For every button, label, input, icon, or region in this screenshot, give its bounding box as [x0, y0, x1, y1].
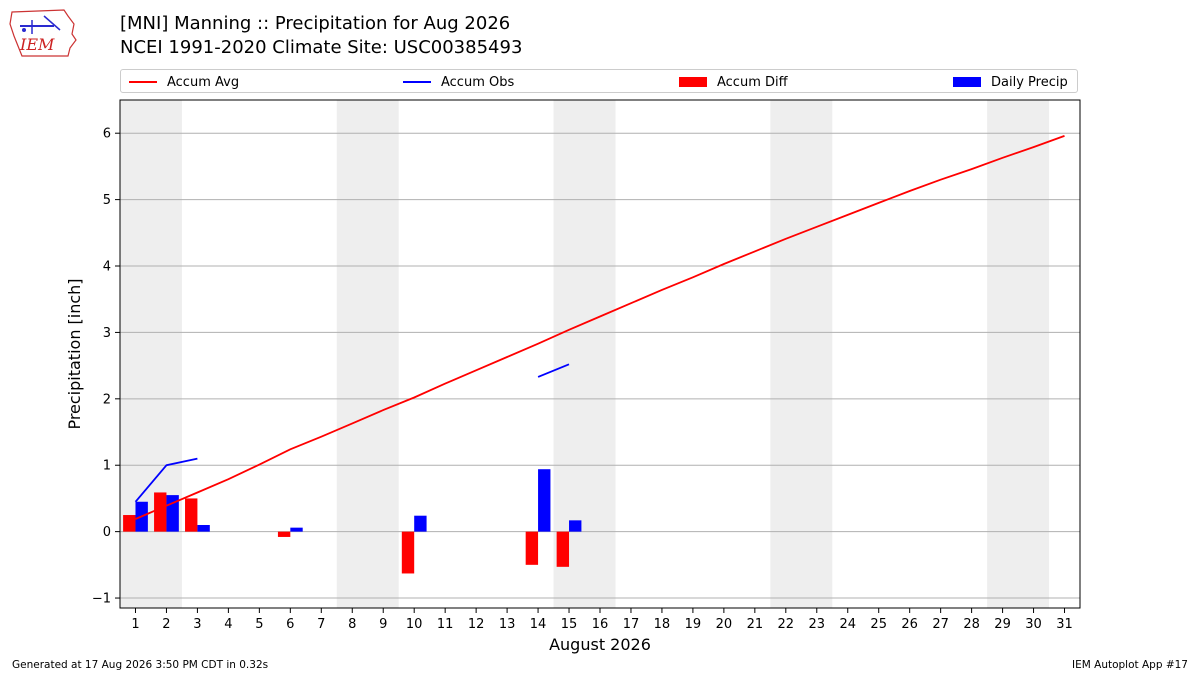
x-tick-label: 22: [778, 617, 795, 632]
weekend-band: [770, 100, 833, 608]
bar-accum-diff: [123, 515, 136, 532]
x-tick-label: 14: [530, 617, 547, 632]
y-tick-label: 6: [103, 127, 111, 142]
legend-label: Daily Precip: [991, 74, 1068, 90]
x-tick-label: 2: [162, 617, 170, 632]
x-tick-label: 13: [499, 617, 516, 632]
x-tick-label: 29: [994, 617, 1011, 632]
x-tick-label: 21: [747, 617, 764, 632]
bar-accum-diff: [185, 498, 198, 532]
y-tick-label: 4: [103, 260, 111, 275]
x-tick-label: 25: [870, 617, 887, 632]
svg-text:IEM: IEM: [19, 35, 55, 54]
x-tick-label: 9: [379, 617, 387, 632]
legend-item-accum-diff: Accum Diff: [679, 73, 788, 91]
x-tick-label: 30: [1025, 617, 1042, 632]
x-tick-label: 27: [932, 617, 949, 632]
chart-legend: Accum Avg Accum Obs Accum Diff Daily Pre…: [120, 69, 1078, 93]
x-tick-label: 20: [716, 617, 733, 632]
legend-label: Accum Diff: [717, 74, 788, 90]
iem-logo: IEM: [8, 6, 80, 60]
weekend-band: [553, 100, 616, 608]
legend-item-accum-avg: Accum Avg: [129, 73, 239, 91]
y-tick-label: 3: [103, 326, 111, 341]
x-tick-label: 24: [839, 617, 856, 632]
legend-swatch: [403, 81, 431, 83]
chart-subtitle: NCEI 1991-2020 Climate Site: USC00385493: [120, 37, 523, 58]
y-tick-label: −1: [92, 592, 111, 607]
x-tick-label: 28: [963, 617, 980, 632]
bar-accum-diff: [401, 531, 415, 574]
legend-swatch: [679, 77, 707, 87]
app-credit: IEM Autoplot App #17: [1072, 659, 1188, 671]
bar-daily-precip: [414, 515, 427, 532]
x-tick-label: 3: [193, 617, 201, 632]
x-tick-label: 17: [623, 617, 640, 632]
x-tick-label: 1: [131, 617, 139, 632]
weekend-band: [336, 100, 399, 608]
legend-label: Accum Avg: [167, 74, 240, 90]
bar-daily-precip: [290, 527, 303, 532]
x-tick-label: 19: [685, 617, 702, 632]
bar-accum-diff: [525, 531, 539, 565]
line-accum-obs: [537, 363, 570, 378]
y-axis-label: Precipitation [inch]: [65, 278, 84, 429]
x-tick-label: 18: [654, 617, 671, 632]
legend-label: Accum Obs: [441, 74, 515, 90]
weekend-band: [987, 100, 1050, 608]
x-tick-label: 31: [1056, 617, 1073, 632]
x-tick-label: 4: [224, 617, 232, 632]
x-tick-label: 8: [348, 617, 356, 632]
generated-timestamp: Generated at 17 Aug 2026 3:50 PM CDT in …: [12, 659, 269, 671]
legend-item-accum-obs: Accum Obs: [403, 73, 514, 91]
legend-item-daily-precip: Daily Precip: [953, 73, 1068, 91]
chart-title: [MNI] Manning :: Precipitation for Aug 2…: [120, 13, 511, 34]
line-accum-avg: [135, 135, 1065, 520]
x-tick-label: 5: [255, 617, 263, 632]
x-tick-label: 12: [468, 617, 485, 632]
plot-frame: [119, 99, 1081, 609]
x-tick-label: 26: [901, 617, 918, 632]
y-tick-label: 0: [103, 525, 111, 540]
x-tick-label: 10: [406, 617, 423, 632]
x-tick-label: 7: [317, 617, 325, 632]
x-tick-label: 16: [592, 617, 609, 632]
y-tick-label: 1: [103, 459, 111, 474]
bar-daily-precip: [538, 469, 551, 532]
x-tick-label: 11: [437, 617, 454, 632]
x-tick-label: 15: [561, 617, 578, 632]
x-tick-label: 6: [286, 617, 294, 632]
legend-swatch: [953, 77, 981, 87]
bar-daily-precip: [197, 524, 210, 532]
y-tick-label: 5: [103, 193, 111, 208]
line-accum-obs: [134, 457, 198, 503]
x-axis-label: August 2026: [549, 635, 651, 654]
x-tick-label: 23: [809, 617, 826, 632]
bar-accum-diff: [277, 531, 291, 537]
legend-swatch: [129, 81, 157, 83]
bar-daily-precip: [569, 520, 582, 532]
bar-accum-diff: [556, 531, 570, 567]
iowa-map-icon: IEM: [9, 9, 77, 57]
y-tick-label: 2: [103, 392, 111, 407]
bar-accum-diff: [154, 492, 167, 532]
